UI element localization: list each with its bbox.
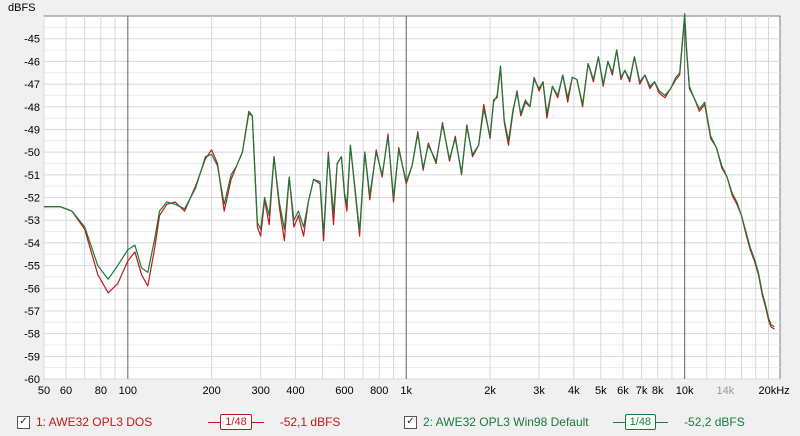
x-tick-label: 5k [595, 385, 607, 397]
y-tick-label: -49 [24, 124, 40, 136]
grid-major [127, 16, 686, 379]
y-tick-label: -50 [24, 147, 40, 159]
y-tick-label: -57 [24, 306, 40, 318]
y-tick-label: -46 [24, 56, 40, 68]
y-tick-label: -60 [24, 374, 40, 386]
x-tick-label: 800 [370, 385, 388, 397]
x-tick-label: 7k [636, 385, 648, 397]
series-2-line [44, 13, 775, 328]
y-axis-label: dBFS [8, 2, 36, 14]
x-tick-label: 4k [568, 385, 580, 397]
x-tick-label: 600 [335, 385, 353, 397]
y-tick-label: -54 [24, 238, 40, 250]
y-tick-label: -45 [24, 34, 40, 46]
x-tick-label: 3k [533, 385, 545, 397]
frequency-response-chart: dBFS -45 -46 -47 -48 -49 -50 -51 -52 -53 -54 -55 -5… [8, 2, 790, 397]
y-tick-label: -52 [24, 193, 40, 205]
x-tick-label: 1k [400, 385, 412, 397]
x-tick-label: 100 [119, 385, 137, 397]
y-tick-label: -48 [24, 102, 40, 114]
series-1-checkbox[interactable]: ✓ [17, 415, 30, 429]
y-tick-label: -58 [24, 329, 40, 341]
y-tick-label: -59 [24, 351, 40, 363]
series-2-checkbox[interactable]: ✓ [404, 415, 417, 429]
series-1-smoothing-value: 1/48 [220, 414, 252, 430]
series-2-smoothing-button[interactable]: 1/48 [612, 414, 669, 430]
y-tick-label: -55 [24, 261, 40, 273]
x-tick-label: 400 [286, 385, 304, 397]
x-tick-label: 80 [95, 385, 107, 397]
x-tick-label: 14k [716, 385, 734, 397]
legend-item-2: ✓ 2: AWE32 OPL3 Win98 Default 1/48 -52,2… [404, 411, 745, 433]
series-layer [44, 13, 775, 330]
x-tick-label: 20kHz [758, 385, 789, 397]
x-tick-label: 6k [617, 385, 629, 397]
y-tick-label: -51 [24, 170, 40, 182]
series-2-label: 2: AWE32 OPL3 Win98 Default [423, 415, 589, 429]
x-tick-label: 10k [676, 385, 694, 397]
x-tick-label: 200 [202, 385, 220, 397]
series-1-level: -52,1 dBFS [279, 415, 341, 429]
y-tick-labels: -45 -46 -47 -48 -49 -50 -51 -52 -53 -54 -55 -56 -57 -… [24, 34, 40, 386]
legend-item-1: ✓ 1: AWE32 OPL3 DOS 1/48 -52,1 dBFS [17, 411, 340, 433]
x-tick-label: 2k [484, 385, 496, 397]
series-2-smoothing-value: 1/48 [624, 414, 657, 430]
x-tick-label: 50 [38, 385, 50, 397]
x-tick-labels: 50 60 80 100 200 300 400 600 800 1k 2k 3k 4k 5k 6k 7k 8k… [38, 385, 790, 397]
x-tick-label: 300 [251, 385, 269, 397]
x-tick-label: 60 [60, 385, 72, 397]
x-tick-label: 8k [652, 385, 664, 397]
y-tick-label: -53 [24, 215, 40, 227]
series-1-smoothing-button[interactable]: 1/48 [208, 414, 264, 430]
series-2-level: -52,2 dBFS [684, 415, 745, 429]
y-tick-label: -47 [24, 79, 40, 91]
y-tick-label: -56 [24, 283, 40, 295]
series-1-label: 1: AWE32 OPL3 DOS [36, 415, 153, 429]
